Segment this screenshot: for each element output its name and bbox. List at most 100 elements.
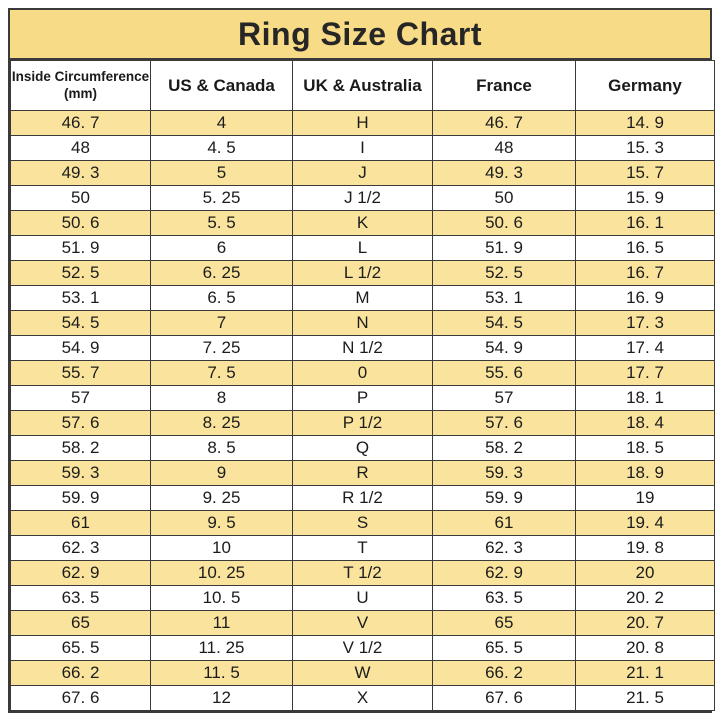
- table-row: 62. 9 10. 25 T 1/2 62. 9 20: [10, 560, 715, 586]
- table-cell: N: [292, 310, 433, 336]
- table-cell: 8. 25: [150, 410, 293, 436]
- table-row: 65. 5 11. 25 V 1/2 65. 5 20. 8: [10, 635, 715, 661]
- table-cell: 9. 5: [150, 510, 293, 536]
- table-cell: 53. 1: [10, 285, 151, 311]
- table-row: 58. 2 8. 5 Q 58. 2 18. 5: [10, 435, 715, 461]
- table-cell: 61: [432, 510, 576, 536]
- table-cell: 49. 3: [10, 160, 151, 186]
- table-cell: P: [292, 385, 433, 411]
- table-cell: 48: [10, 135, 151, 161]
- table-cell: M: [292, 285, 433, 311]
- table-row: 57. 6 8. 25 P 1/2 57. 6 18. 4: [10, 410, 715, 436]
- table-cell: 20: [575, 560, 715, 586]
- table-cell: T: [292, 535, 433, 561]
- table-cell: 53. 1: [432, 285, 576, 311]
- table-cell: H: [292, 110, 433, 136]
- table-cell: 6. 5: [150, 285, 293, 311]
- table-cell: 57: [432, 385, 576, 411]
- table-cell: 65: [10, 610, 151, 636]
- table-cell: 5: [150, 160, 293, 186]
- table-row: 54. 9 7. 25 N 1/2 54. 9 17. 4: [10, 335, 715, 361]
- table-cell: 11: [150, 610, 293, 636]
- table-cell: 8: [150, 385, 293, 411]
- table-cell: 20. 7: [575, 610, 715, 636]
- table-cell: 51. 9: [10, 235, 151, 261]
- table-cell: 16. 1: [575, 210, 715, 236]
- column-header-germany: Germany: [575, 60, 715, 111]
- table-cell: 54. 9: [10, 335, 151, 361]
- table-cell: 65. 5: [10, 635, 151, 661]
- table-cell: 7. 25: [150, 335, 293, 361]
- table-row: 61 9. 5 S 61 19. 4: [10, 510, 715, 536]
- table-cell: 4: [150, 110, 293, 136]
- page-title: Ring Size Chart: [238, 15, 482, 52]
- table-cell: 54. 5: [10, 310, 151, 336]
- table-cell: 21. 5: [575, 685, 715, 711]
- table-cell: 61: [10, 510, 151, 536]
- table-cell: T 1/2: [292, 560, 433, 586]
- table-cell: 59. 9: [10, 485, 151, 511]
- table-cell: 62. 3: [10, 535, 151, 561]
- table-cell: 10: [150, 535, 293, 561]
- table-cell: 63. 5: [10, 585, 151, 611]
- table-cell: 11. 5: [150, 660, 293, 686]
- table-cell: 7: [150, 310, 293, 336]
- chart-title-bar: Ring Size Chart: [10, 10, 710, 60]
- table-cell: 50. 6: [432, 210, 576, 236]
- table-cell: 49. 3: [432, 160, 576, 186]
- table-cell: K: [292, 210, 433, 236]
- table-row: 54. 5 7 N 54. 5 17. 3: [10, 310, 715, 336]
- table-cell: 19. 4: [575, 510, 715, 536]
- table-cell: 55. 7: [10, 360, 151, 386]
- table-row: 59. 3 9 R 59. 3 18. 9: [10, 460, 715, 486]
- table-cell: V 1/2: [292, 635, 433, 661]
- table-cell: 54. 5: [432, 310, 576, 336]
- table-cell: 67. 6: [432, 685, 576, 711]
- table-cell: 0: [292, 360, 433, 386]
- table-row: 55. 7 7. 5 0 55. 6 17. 7: [10, 360, 715, 386]
- ring-size-table: Inside Circumference (mm) US & Canada UK…: [10, 60, 715, 711]
- table-cell: 57: [10, 385, 151, 411]
- table-cell: 62. 9: [432, 560, 576, 586]
- table-cell: 55. 6: [432, 360, 576, 386]
- table-cell: 10. 5: [150, 585, 293, 611]
- table-cell: 7. 5: [150, 360, 293, 386]
- column-header-inside-circumference: Inside Circumference (mm): [10, 60, 151, 111]
- header-row: Inside Circumference (mm) US & Canada UK…: [10, 60, 715, 111]
- table-row: 59. 9 9. 25 R 1/2 59. 9 19: [10, 485, 715, 511]
- table-cell: 57. 6: [432, 410, 576, 436]
- table-cell: 66. 2: [10, 660, 151, 686]
- table-cell: 46. 7: [10, 110, 151, 136]
- column-header-uk-australia: UK & Australia: [292, 60, 433, 111]
- table-cell: 6: [150, 235, 293, 261]
- column-header-france: France: [432, 60, 576, 111]
- table-row: 66. 2 11. 5 W 66. 2 21. 1: [10, 660, 715, 686]
- table-cell: S: [292, 510, 433, 536]
- table-row: 50. 6 5. 5 K 50. 6 16. 1: [10, 210, 715, 236]
- table-cell: 65: [432, 610, 576, 636]
- table-row: 62. 3 10 T 62. 3 19. 8: [10, 535, 715, 561]
- table-cell: 66. 2: [432, 660, 576, 686]
- table-cell: 50. 6: [10, 210, 151, 236]
- table-cell: 17. 4: [575, 335, 715, 361]
- table-cell: 18. 4: [575, 410, 715, 436]
- table-cell: 15. 9: [575, 185, 715, 211]
- table-cell: 16. 5: [575, 235, 715, 261]
- table-cell: L: [292, 235, 433, 261]
- table-cell: 57. 6: [10, 410, 151, 436]
- table-cell: 52. 5: [432, 260, 576, 286]
- table-cell: P 1/2: [292, 410, 433, 436]
- table-cell: 8. 5: [150, 435, 293, 461]
- table-cell: 12: [150, 685, 293, 711]
- table-cell: 59. 3: [10, 460, 151, 486]
- table-header: Inside Circumference (mm) US & Canada UK…: [10, 60, 715, 111]
- table-cell: 18. 9: [575, 460, 715, 486]
- table-cell: 21. 1: [575, 660, 715, 686]
- table-cell: 9: [150, 460, 293, 486]
- table-row: 65 11 V 65 20. 7: [10, 610, 715, 636]
- table-cell: U: [292, 585, 433, 611]
- table-cell: 18. 5: [575, 435, 715, 461]
- table-row: 67. 6 12 X 67. 6 21. 5: [10, 685, 715, 711]
- table-cell: W: [292, 660, 433, 686]
- table-cell: 20. 8: [575, 635, 715, 661]
